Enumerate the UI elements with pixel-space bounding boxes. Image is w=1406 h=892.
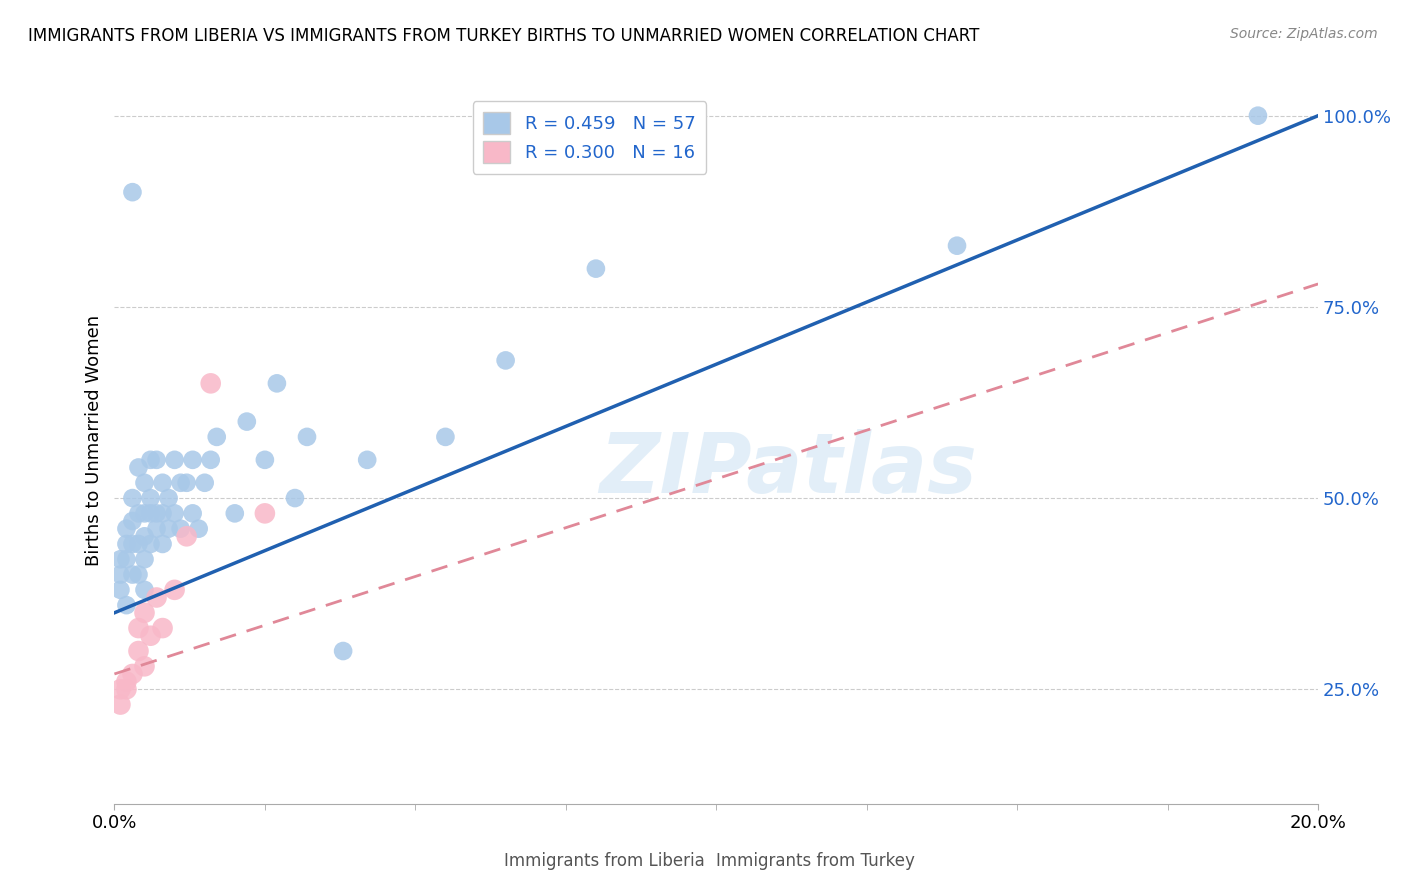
Point <box>194 475 217 490</box>
Point <box>169 475 191 490</box>
Point <box>145 507 167 521</box>
Point <box>266 376 288 391</box>
Point <box>110 552 132 566</box>
Point <box>295 430 318 444</box>
Point <box>176 529 198 543</box>
Point <box>163 582 186 597</box>
Point <box>145 453 167 467</box>
Point <box>205 430 228 444</box>
Point <box>115 674 138 689</box>
Point <box>152 475 174 490</box>
Point <box>115 537 138 551</box>
Point <box>356 453 378 467</box>
Point <box>115 522 138 536</box>
Y-axis label: Births to Unmarried Women: Births to Unmarried Women <box>86 315 103 566</box>
Point <box>127 567 149 582</box>
Point <box>1247 109 1270 123</box>
Point <box>115 682 138 697</box>
Point <box>139 491 162 505</box>
Text: ZIPatlas: ZIPatlas <box>599 429 977 510</box>
Point <box>157 522 180 536</box>
Point <box>495 353 517 368</box>
Point <box>163 507 186 521</box>
Point <box>181 507 204 521</box>
Point <box>115 598 138 612</box>
Point <box>139 507 162 521</box>
Point <box>134 529 156 543</box>
Point <box>236 415 259 429</box>
Point <box>152 621 174 635</box>
Text: IMMIGRANTS FROM LIBERIA VS IMMIGRANTS FROM TURKEY BIRTHS TO UNMARRIED WOMEN CORR: IMMIGRANTS FROM LIBERIA VS IMMIGRANTS FR… <box>28 27 980 45</box>
Point <box>139 537 162 551</box>
Text: Immigrants from Turkey: Immigrants from Turkey <box>716 852 915 870</box>
Point <box>157 491 180 505</box>
Point <box>585 261 607 276</box>
Point <box>121 185 143 199</box>
Point <box>284 491 307 505</box>
Point <box>145 522 167 536</box>
Point <box>110 582 132 597</box>
Text: Source: ZipAtlas.com: Source: ZipAtlas.com <box>1230 27 1378 41</box>
Point <box>134 552 156 566</box>
Point <box>110 567 132 582</box>
Point <box>134 507 156 521</box>
Point <box>127 621 149 635</box>
Point <box>152 507 174 521</box>
Point <box>253 453 276 467</box>
Point <box>169 522 191 536</box>
Point <box>121 667 143 681</box>
Point <box>127 644 149 658</box>
Point <box>134 659 156 673</box>
Legend: R = 0.459   N = 57, R = 0.300   N = 16: R = 0.459 N = 57, R = 0.300 N = 16 <box>472 101 706 174</box>
Point <box>187 522 209 536</box>
Point <box>121 537 143 551</box>
Point <box>139 453 162 467</box>
Point <box>176 475 198 490</box>
Point <box>110 698 132 712</box>
Point <box>121 567 143 582</box>
Point <box>224 507 246 521</box>
Point <box>110 682 132 697</box>
Point <box>152 537 174 551</box>
Point <box>127 537 149 551</box>
Point <box>134 475 156 490</box>
Point <box>139 629 162 643</box>
Point <box>134 606 156 620</box>
Point <box>163 453 186 467</box>
Point <box>145 591 167 605</box>
Point <box>115 552 138 566</box>
Point <box>200 376 222 391</box>
Point <box>121 491 143 505</box>
Point <box>127 507 149 521</box>
Point <box>434 430 457 444</box>
Point <box>200 453 222 467</box>
Point <box>134 582 156 597</box>
Point <box>332 644 354 658</box>
Point <box>127 460 149 475</box>
Point <box>181 453 204 467</box>
Point <box>946 238 969 252</box>
Text: Immigrants from Liberia: Immigrants from Liberia <box>505 852 704 870</box>
Point <box>253 507 276 521</box>
Point <box>121 514 143 528</box>
